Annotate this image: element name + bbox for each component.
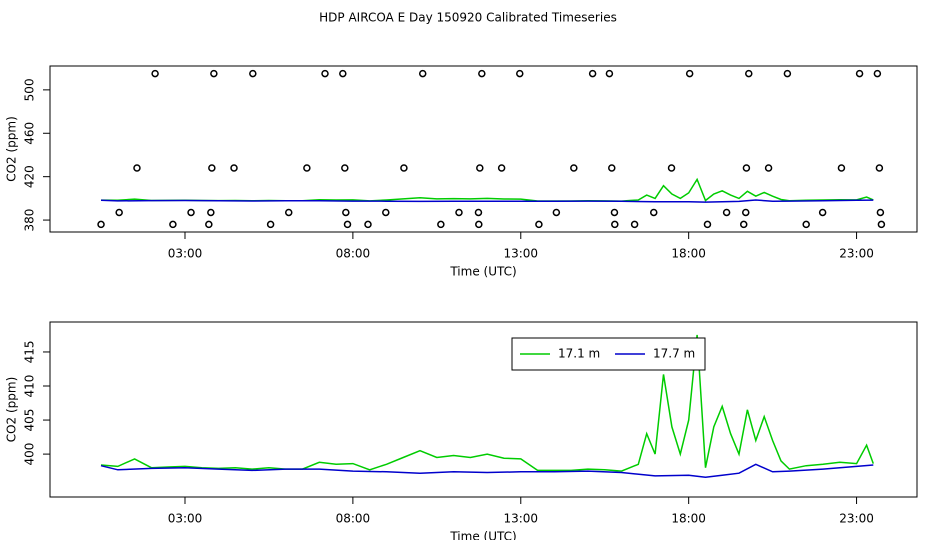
data-point <box>516 69 524 78</box>
x-tick-label: 08:00 <box>336 512 371 526</box>
data-point <box>630 220 639 229</box>
plot-frame <box>49 65 918 233</box>
data-point <box>205 220 213 229</box>
data-point <box>208 164 216 172</box>
data-point <box>703 220 712 229</box>
data-point <box>570 164 578 172</box>
data-point <box>745 69 753 78</box>
y-axis-label: CO2 (ppm) <box>5 116 19 182</box>
data-point <box>455 208 463 217</box>
x-tick-label: 18:00 <box>671 512 706 526</box>
x-axis-label: Time (UTC) <box>449 265 516 279</box>
data-point <box>321 69 329 78</box>
data-point <box>284 208 293 217</box>
data-point <box>608 164 616 172</box>
data-point <box>855 69 864 78</box>
data-point <box>343 220 352 229</box>
data-point <box>497 164 506 172</box>
data-point <box>210 69 218 78</box>
y-tick-label: 410 <box>23 375 37 398</box>
data-point <box>837 164 846 172</box>
y-tick-label: 400 <box>23 443 37 466</box>
data-point <box>437 220 445 229</box>
data-point <box>475 220 483 229</box>
data-point <box>611 220 619 229</box>
data-point <box>169 220 177 229</box>
data-point <box>151 69 159 78</box>
plot-frame <box>49 321 918 498</box>
x-tick-label: 23:00 <box>839 247 874 261</box>
data-point <box>667 164 676 172</box>
data-point <box>877 220 886 229</box>
data-point <box>339 69 347 78</box>
data-point <box>875 164 884 172</box>
data-point <box>207 208 215 217</box>
x-tick-label: 03:00 <box>168 512 203 526</box>
x-tick-label: 13:00 <box>503 247 538 261</box>
data-point <box>97 220 105 229</box>
data-point <box>873 69 882 78</box>
legend-label: 17.7 m <box>653 347 695 361</box>
data-point <box>588 69 597 78</box>
x-axis-label: Time (UTC) <box>449 530 516 540</box>
data-point <box>303 164 311 172</box>
x-tick-label: 03:00 <box>168 247 203 261</box>
data-point <box>722 208 731 217</box>
y-tick-label: 420 <box>23 165 37 188</box>
y-axis-label: CO2 (ppm) <box>5 377 19 443</box>
chart-title: HDP AIRCOA E Day 150920 Calibrated Times… <box>319 11 617 25</box>
y-tick-label: 460 <box>23 122 37 145</box>
data-point <box>783 69 792 78</box>
data-point <box>474 208 483 217</box>
data-point <box>649 208 658 217</box>
data-point <box>802 220 810 229</box>
x-tick-label: 18:00 <box>671 247 706 261</box>
data-point <box>342 208 350 217</box>
y-tick-label: 380 <box>23 209 37 232</box>
data-point <box>478 69 486 78</box>
data-point <box>535 220 543 229</box>
data-point <box>476 164 484 172</box>
legend-label: 17.1 m <box>558 347 600 361</box>
data-point <box>764 164 773 172</box>
data-point <box>741 208 750 217</box>
y-tick-label: 415 <box>23 341 37 364</box>
x-tick-label: 23:00 <box>839 512 874 526</box>
data-point <box>187 208 195 217</box>
data-point <box>133 164 141 172</box>
data-point <box>266 220 275 229</box>
data-point <box>876 208 885 217</box>
data-point <box>115 208 123 217</box>
data-point <box>552 208 561 217</box>
data-point <box>605 69 614 78</box>
y-tick-label: 500 <box>23 78 37 101</box>
data-point <box>418 69 427 78</box>
data-point <box>382 208 390 217</box>
data-line <box>100 177 874 202</box>
data-point <box>685 69 694 78</box>
data-line <box>100 334 875 472</box>
data-point <box>230 164 238 172</box>
data-point <box>249 69 257 78</box>
data-point <box>610 208 619 217</box>
data-point <box>400 164 408 172</box>
y-tick-label: 405 <box>23 409 37 432</box>
data-point <box>739 220 748 229</box>
data-point <box>341 164 349 172</box>
x-tick-label: 08:00 <box>336 247 371 261</box>
data-point <box>364 220 372 229</box>
data-line <box>100 199 874 203</box>
data-point <box>742 164 751 172</box>
data-line <box>100 463 874 479</box>
data-point <box>818 208 827 217</box>
x-tick-label: 13:00 <box>503 512 538 526</box>
